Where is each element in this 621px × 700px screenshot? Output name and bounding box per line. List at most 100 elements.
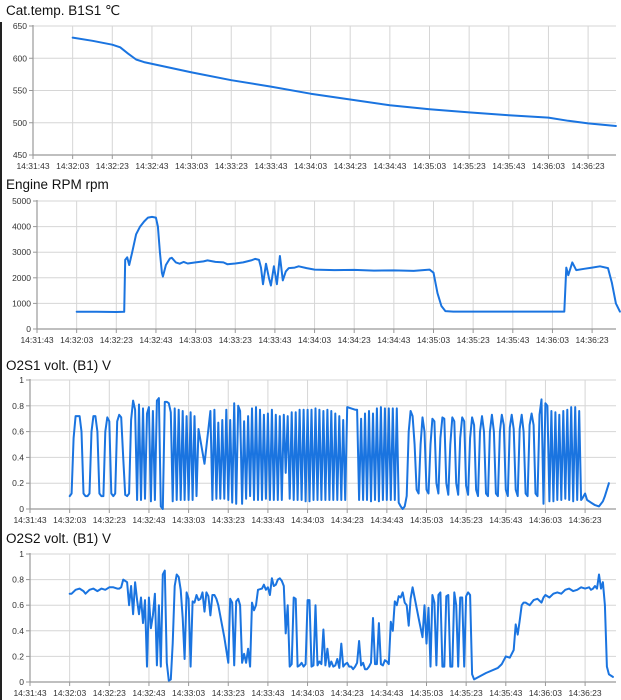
y-tick-label: 1000 (12, 298, 31, 308)
x-tick-label: 14:34:43 (373, 161, 406, 171)
x-tick-label: 14:36:23 (572, 161, 605, 171)
window-left-border (0, 22, 2, 700)
data-series-line (71, 36, 617, 127)
x-tick-label: 14:32:43 (139, 335, 172, 345)
chart-title: Engine RPM rpm (6, 177, 109, 192)
x-tick-label: 14:31:43 (20, 335, 53, 345)
x-tick-label: 14:33:43 (251, 515, 284, 525)
x-tick-label: 14:34:43 (370, 515, 403, 525)
x-tick-label: 14:35:43 (489, 515, 522, 525)
x-tick-label: 14:36:03 (536, 335, 569, 345)
x-tick-label: 14:35:03 (413, 161, 446, 171)
cat-temp-chart: Cat.temp. B1S1 ℃ 450 500 550 600 650 14:31:43… (0, 0, 621, 175)
x-tick-label: 14:36:23 (576, 335, 609, 345)
y-tick-label: 0 (19, 504, 24, 514)
x-tick-label: 14:33:43 (254, 161, 287, 171)
y-tick-label: 450 (13, 150, 27, 160)
x-tick-label: 14:32:23 (93, 515, 126, 525)
y-tick-label: 0.8 (12, 575, 24, 585)
x-tick-label: 14:35:23 (450, 515, 483, 525)
x-tick-label: 14:32:43 (132, 688, 165, 698)
x-tick-label: 14:32:43 (135, 161, 168, 171)
x-tick-label: 14:34:03 (291, 515, 324, 525)
x-tick-label: 14:35:43 (496, 335, 529, 345)
y-tick-label: 0.4 (12, 452, 24, 462)
x-tick-label: 14:32:03 (53, 688, 86, 698)
y-tick-label: 0 (26, 324, 31, 334)
x-tick-label: 14:34:23 (334, 161, 367, 171)
x-tick-label: 14:33:23 (215, 161, 248, 171)
o2s1-volt-chart: O2S1 volt. (B1) V 0 0.2 0.4 0.6 0.8 1 14:31:43… (0, 355, 621, 530)
chart-title: O2S1 volt. (B1) V (6, 358, 112, 373)
chart-title: Cat.temp. B1S1 ℃ (6, 3, 121, 18)
x-tick-label: 14:36:23 (569, 515, 602, 525)
y-tick-label: 0.6 (12, 427, 24, 437)
x-tick-label: 14:34:23 (338, 335, 371, 345)
x-tick-label: 14:36:03 (532, 161, 565, 171)
y-tick-label: 0.2 (12, 651, 24, 661)
x-tick-label: 14:34:23 (331, 515, 364, 525)
x-tick-label: 14:33:43 (258, 335, 291, 345)
x-tick-label: 14:34:43 (370, 688, 403, 698)
x-tick-label: 14:32:03 (53, 515, 86, 525)
data-series-line (68, 569, 614, 682)
x-tick-label: 14:33:03 (172, 688, 205, 698)
x-tick-label: 14:32:03 (56, 161, 89, 171)
x-tick-label: 14:33:23 (212, 515, 245, 525)
o2s1-volt-plot: 0 0.2 0.4 0.6 0.8 1 14:31:43 14:32:03 14:32:23 14… (12, 375, 616, 525)
x-tick-label: 14:34:03 (294, 161, 327, 171)
x-tick-label: 14:33:03 (172, 515, 205, 525)
engine-rpm-chart: Engine RPM rpm 0 1000 2000 3000 4000 5000 14:3… (0, 175, 621, 355)
o2s2-volt-plot: 0 0.2 0.4 0.6 0.8 1 14:31:43 14:32:03 14:32:23 14… (12, 549, 616, 698)
x-tick-label: 14:34:03 (291, 688, 324, 698)
x-tick-label: 14:33:23 (219, 335, 252, 345)
y-tick-label: 3000 (12, 247, 31, 257)
engine-rpm-plot: 0 1000 2000 3000 4000 5000 14:31:43 14:32:03 14:… (12, 196, 621, 345)
y-tick-label: 2000 (12, 273, 31, 283)
chart-title: O2S2 volt. (B1) V (6, 531, 112, 546)
x-tick-label: 14:31:43 (16, 161, 49, 171)
y-tick-label: 600 (13, 53, 27, 63)
x-tick-label: 14:35:03 (410, 688, 443, 698)
x-tick-label: 14:32:23 (100, 335, 133, 345)
x-tick-label: 14:33:43 (251, 688, 284, 698)
x-tick-label: 14:35:23 (457, 335, 490, 345)
y-tick-label: 0.2 (12, 478, 24, 488)
x-tick-label: 14:33:03 (179, 335, 212, 345)
y-tick-label: 1 (19, 549, 24, 559)
y-tick-label: 0.6 (12, 600, 24, 610)
cat-temp-plot: 450 500 550 600 650 14:31:43 14:32:03 14:32:23 1… (13, 21, 617, 171)
y-tick-label: 1 (19, 375, 24, 385)
x-tick-label: 14:32:23 (96, 161, 129, 171)
x-tick-label: 14:35:03 (417, 335, 450, 345)
x-tick-label: 14:36:03 (529, 515, 562, 525)
x-tick-label: 14:34:03 (298, 335, 331, 345)
x-tick-label: 14:31:43 (13, 515, 46, 525)
x-tick-label: 14:33:23 (212, 688, 245, 698)
y-tick-label: 5000 (12, 196, 31, 206)
data-series-line (68, 397, 610, 510)
o2s2-volt-chart: O2S2 volt. (B1) V 0 0.2 0.4 0.6 0.8 1 14:31:43… (0, 530, 621, 700)
y-tick-label: 0 (19, 677, 24, 687)
y-tick-label: 650 (13, 21, 27, 31)
x-tick-label: 14:35:03 (410, 515, 443, 525)
x-tick-label: 14:33:03 (175, 161, 208, 171)
data-series-line (75, 215, 621, 313)
x-tick-label: 14:32:43 (132, 515, 165, 525)
y-tick-label: 550 (13, 86, 27, 96)
y-tick-label: 0.8 (12, 401, 24, 411)
x-tick-label: 14:32:23 (93, 688, 126, 698)
x-tick-label: 14:35:23 (450, 688, 483, 698)
y-tick-label: 0.4 (12, 626, 24, 636)
x-tick-label: 14:34:23 (331, 688, 364, 698)
x-tick-label: 14:35:43 (492, 161, 525, 171)
x-tick-label: 14:35:43 (489, 688, 522, 698)
y-tick-label: 500 (13, 118, 27, 128)
x-tick-label: 14:31:43 (13, 688, 46, 698)
x-tick-label: 14:36:23 (569, 688, 602, 698)
x-tick-label: 14:36:03 (529, 688, 562, 698)
x-tick-label: 14:32:03 (60, 335, 93, 345)
x-tick-label: 14:35:23 (453, 161, 486, 171)
x-tick-label: 14:34:43 (377, 335, 410, 345)
y-tick-label: 4000 (12, 222, 31, 232)
